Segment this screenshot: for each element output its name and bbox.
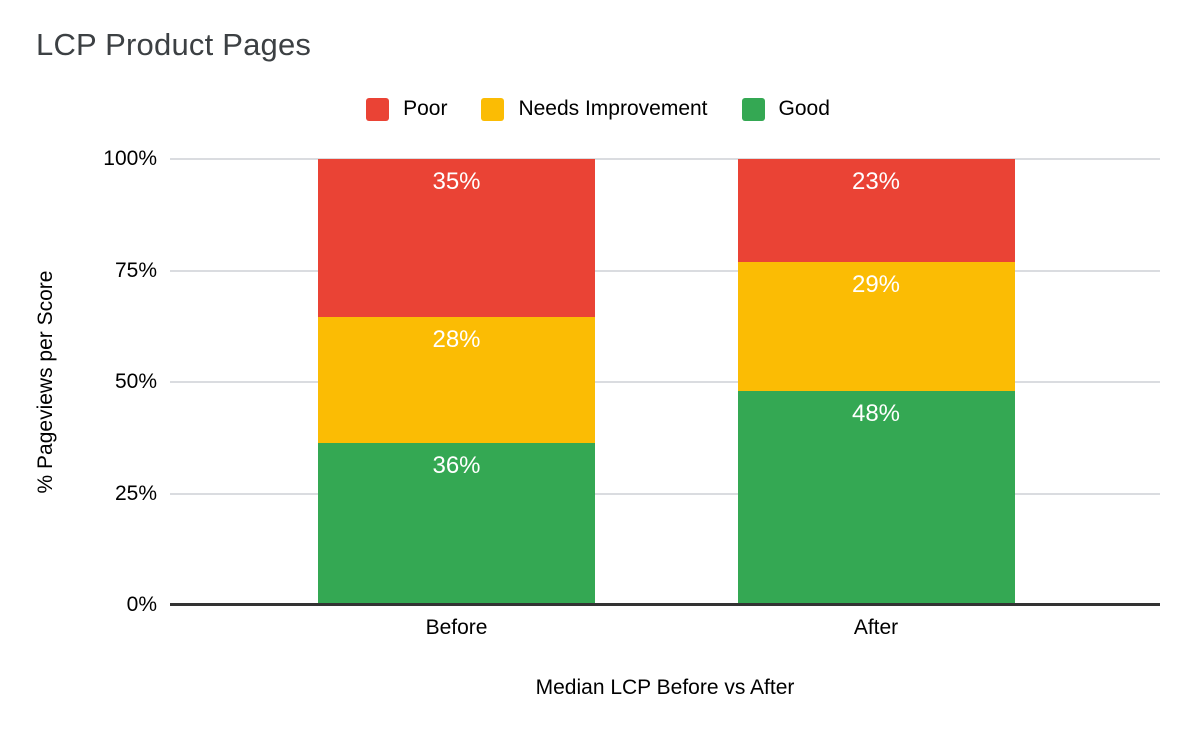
legend-item-needs-improvement: Needs Improvement <box>481 97 708 121</box>
data-label: 35% <box>432 168 481 195</box>
bar-segment-needs-improvement-after: 29% <box>737 261 1015 391</box>
legend-label: Good <box>778 97 830 120</box>
gridline <box>170 270 1160 272</box>
legend-label: Poor <box>403 97 448 120</box>
bar-segment-good-before: 36% <box>318 442 595 605</box>
data-label: 36% <box>432 451 481 479</box>
chart-title: LCP Product Pages <box>36 27 312 62</box>
gridline <box>170 381 1160 383</box>
legend-swatch-icon <box>481 97 505 121</box>
y-tick-label: 0% <box>126 593 157 616</box>
legend-swatch-icon <box>366 97 390 121</box>
data-label: 28% <box>432 325 481 353</box>
x-category-label-after: After <box>853 616 899 639</box>
gridline <box>170 493 1160 495</box>
x-axis-title: Median LCP Before vs After <box>535 676 795 699</box>
bar-segment-poor-after: 23% <box>737 159 1015 262</box>
bar-segment-needs-improvement-before: 28% <box>318 316 595 443</box>
legend-label: Needs Improvement <box>518 97 708 120</box>
data-label: 23% <box>851 168 901 195</box>
y-axis-title: % Pageviews per Score <box>34 270 57 494</box>
data-label: 29% <box>851 270 901 298</box>
gridline <box>170 158 1160 160</box>
data-label: 48% <box>851 399 901 427</box>
y-tick-label: 50% <box>114 370 157 393</box>
x-axis-line <box>170 603 1160 606</box>
x-category-label-before: Before <box>425 616 488 639</box>
legend-swatch-icon <box>741 97 765 121</box>
bar-segment-good-after: 48% <box>737 390 1015 605</box>
y-tick-label: 25% <box>114 481 157 505</box>
legend: Poor Needs Improvement Good <box>0 97 1196 121</box>
plot-area: 36% 28% 35% 48% 29% 23% <box>170 158 1160 606</box>
bar-segment-poor-before: 35% <box>318 159 595 317</box>
legend-item-good: Good <box>741 97 830 121</box>
legend-item-poor: Poor <box>366 97 447 121</box>
y-tick-label: 75% <box>114 258 157 282</box>
y-tick-label: 100% <box>103 147 157 170</box>
